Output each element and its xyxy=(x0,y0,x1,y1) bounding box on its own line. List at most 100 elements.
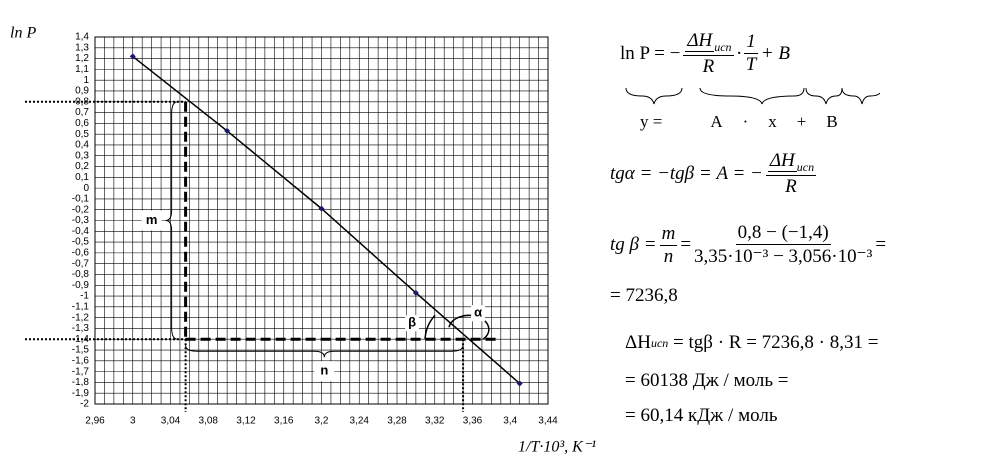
text: n xyxy=(663,245,674,267)
text: исп xyxy=(650,335,669,350)
y-tick-label: 0,9 xyxy=(75,86,89,97)
y-tick-label: -1,6 xyxy=(72,355,90,366)
y-tick-label: 0,2 xyxy=(75,161,89,172)
x-tick-label: 3,24 xyxy=(350,416,370,427)
x-tick-label: 3,44 xyxy=(538,416,558,427)
text: + B xyxy=(760,42,790,64)
text: ΔH исп xyxy=(765,150,817,176)
x-tick-label: 3,4 xyxy=(503,416,517,427)
text: + xyxy=(796,112,807,131)
y-tick-label: -2 xyxy=(80,399,89,410)
text: · xyxy=(736,42,742,64)
text: ΔH исп xyxy=(683,30,734,56)
y-tick-label: 1 xyxy=(83,75,89,86)
text: x xyxy=(768,112,777,131)
formula-2: y = A · x + B xyxy=(640,112,838,132)
y-axis-label: ln P xyxy=(10,25,36,42)
text: 1 xyxy=(744,31,758,55)
data-point xyxy=(129,53,136,60)
label-box xyxy=(141,210,162,231)
data-point xyxy=(412,289,419,296)
text: T xyxy=(745,54,757,76)
brace-n xyxy=(185,345,464,358)
label-box xyxy=(314,361,335,382)
data-point xyxy=(516,380,523,387)
y-tick-label: -0,9 xyxy=(72,280,90,291)
formula-3: tgα = −tgβ = A = − ΔH исп R xyxy=(610,150,819,198)
data-point xyxy=(224,127,231,134)
text: 0,8 − (−1,4) xyxy=(735,222,831,245)
y-tick-label: -1,9 xyxy=(72,388,90,399)
angle-beta xyxy=(424,314,436,340)
annotation: α xyxy=(474,305,482,320)
text: ln P = − xyxy=(620,42,681,64)
x-tick-label: 3,2 xyxy=(315,416,329,427)
x-tick-label: 3,28 xyxy=(387,416,407,427)
y-tick-label: -1 xyxy=(80,291,89,302)
y-tick-label: -1,3 xyxy=(72,323,90,334)
y-tick-label: -1,5 xyxy=(72,345,90,356)
x-tick-label: 3,08 xyxy=(199,416,219,427)
braces xyxy=(625,87,880,105)
y-tick-label: -0,3 xyxy=(72,215,90,226)
y-tick-label: 0,1 xyxy=(75,172,89,183)
text: ΔH xyxy=(685,30,715,52)
y-tick-label: 1,3 xyxy=(75,42,89,53)
data-point xyxy=(318,205,325,212)
text: tg β = xyxy=(610,234,657,255)
formula-7: = 60138 Дж / моль = xyxy=(625,370,789,391)
formula-5: = 7236,8 xyxy=(610,285,678,306)
x-tick-label: 3,16 xyxy=(274,416,294,427)
text: tgα = −tgβ = A = − xyxy=(610,162,763,184)
x-tick-label: 3,36 xyxy=(463,416,483,427)
y-tick-label: 0,4 xyxy=(75,140,89,151)
x-tick-label: 3,12 xyxy=(236,416,256,427)
x-tick-label: 2,96 xyxy=(85,416,105,427)
text: исп xyxy=(714,39,732,54)
text: R xyxy=(785,175,797,197)
y-tick-label: -0,6 xyxy=(72,248,90,259)
y-tick-label: 1,1 xyxy=(75,64,89,75)
y-tick-label: -0,5 xyxy=(72,237,90,248)
text: ΔH xyxy=(625,332,651,353)
brace-m xyxy=(165,101,178,340)
y-tick-label: -0,1 xyxy=(72,194,90,205)
y-tick-label: 0,3 xyxy=(75,150,89,161)
y-tick-label: -0,8 xyxy=(72,269,90,280)
y-tick-label: -1,2 xyxy=(72,312,90,323)
annotation: β xyxy=(408,315,416,330)
x-tick-label: 3 xyxy=(130,416,136,427)
text: R xyxy=(702,55,715,77)
text: = xyxy=(875,234,887,255)
text: = xyxy=(680,234,692,255)
y-tick-label: 0 xyxy=(83,183,89,194)
x-tick-label: 3,04 xyxy=(161,416,181,427)
y-tick-label: -1,8 xyxy=(72,377,90,388)
x-axis-label: 1/T·10³, K⁻¹ xyxy=(518,439,596,456)
formula-6: ΔH исп = tgβ · R = 7236,8 · 8,31 = xyxy=(625,332,878,354)
text: = tgβ · R = 7236,8 · 8,31 = xyxy=(673,332,879,353)
text: · xyxy=(742,112,749,131)
label-box xyxy=(405,315,420,332)
x-tick-label: 3,32 xyxy=(425,416,445,427)
text: ΔH xyxy=(767,150,797,172)
text: исп xyxy=(796,159,815,174)
text: A xyxy=(710,112,723,131)
y-tick-label: 0,7 xyxy=(75,107,89,118)
text: y = xyxy=(640,112,663,131)
text: m xyxy=(659,222,678,246)
y-tick-label: -1,1 xyxy=(72,301,90,312)
formula-8: = 60,14 кДж / моль xyxy=(625,405,778,426)
chart: ln P 1/T·10³, K⁻¹ -2-1,9-1,8-1,7-1,6-1,5… xyxy=(10,25,596,456)
y-tick-label: -1,7 xyxy=(72,366,90,377)
y-tick-label: 1,4 xyxy=(75,32,89,43)
label-box xyxy=(471,305,486,322)
text: 3,35·10⁻³ − 3,056·10⁻³ xyxy=(694,246,873,267)
y-tick-label: 1,2 xyxy=(75,53,89,64)
y-tick-label: -0,7 xyxy=(72,258,90,269)
annotation: m xyxy=(146,212,158,227)
annotation: n xyxy=(320,363,328,378)
